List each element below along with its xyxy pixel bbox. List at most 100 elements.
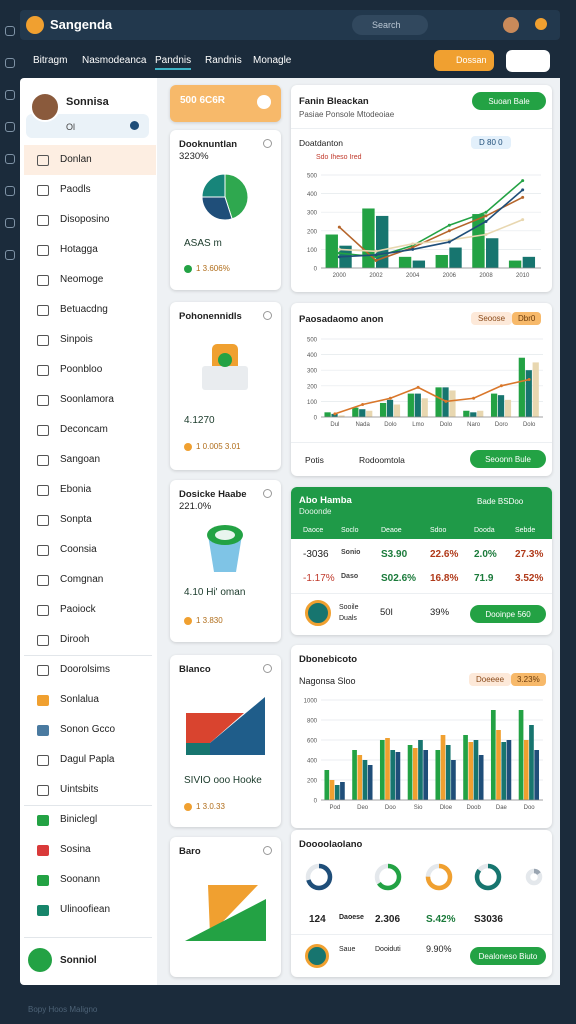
x-tick-label: 2006 xyxy=(443,273,457,279)
x-tick-label: Deo xyxy=(357,805,369,811)
nav-tab[interactable]: Pandnis xyxy=(155,55,192,70)
menu-item[interactable]: Sangoan xyxy=(60,454,101,465)
menu-item[interactable]: Neomoge xyxy=(60,274,104,285)
stat-card: Baro xyxy=(170,837,281,977)
highlight-title: 500 6C6R xyxy=(180,95,226,106)
footer-text: Bopy Hoos Maligno xyxy=(28,1005,98,1014)
line-point xyxy=(337,255,341,259)
rail-icon[interactable] xyxy=(5,58,15,68)
menu-item[interactable]: Soonann xyxy=(60,874,101,885)
nav-tab[interactable]: Monagle xyxy=(253,55,292,66)
line-point xyxy=(337,247,341,251)
logo xyxy=(26,16,44,34)
card-title: Abo Hamba xyxy=(299,495,352,506)
rail-icon[interactable] xyxy=(5,26,15,36)
bar xyxy=(451,760,456,800)
menu-item[interactable]: Sonpta xyxy=(60,514,92,525)
y-tick-label: 400 xyxy=(307,192,318,198)
x-tick-label: 2002 xyxy=(369,273,383,279)
bar xyxy=(463,410,470,417)
card-amount: SIVIO ooo Hooke xyxy=(184,775,262,786)
menu-item[interactable]: Sinpois xyxy=(60,334,93,345)
bar xyxy=(398,256,412,268)
menu-item[interactable]: Disoposino xyxy=(60,214,110,225)
action-button[interactable] xyxy=(434,50,494,71)
menu-item[interactable]: Comgnan xyxy=(60,574,104,585)
x-tick-label: Doro xyxy=(495,422,509,428)
line-point xyxy=(484,233,488,237)
menu-footer[interactable]: Sonniol xyxy=(60,955,97,966)
line-point xyxy=(411,247,415,251)
y-tick-label: 800 xyxy=(307,719,318,725)
menu-item[interactable]: Coonsia xyxy=(60,544,97,555)
card-value: 3230% xyxy=(179,151,209,162)
bar xyxy=(518,357,525,417)
nav-tab[interactable]: Nasmodeanca xyxy=(82,55,147,66)
bar xyxy=(324,770,330,800)
x-tick-label: Dolo xyxy=(440,422,453,428)
x-tick-label: Dolo xyxy=(384,422,397,428)
bar xyxy=(329,780,335,800)
highlight-card: 500 6C6R xyxy=(170,85,281,122)
menu-item[interactable]: Biniclegl xyxy=(60,814,98,825)
card-title: Fanin Bleackan xyxy=(299,96,369,107)
menu-item[interactable]: Sonlalua xyxy=(60,694,99,705)
bar xyxy=(522,256,536,268)
menu-item[interactable]: Sonon Gcco xyxy=(60,724,116,735)
foot-value: 39% xyxy=(430,607,450,618)
rail-icon[interactable] xyxy=(5,90,15,100)
menu-item[interactable]: Uintsbits xyxy=(60,784,99,795)
divider xyxy=(24,937,152,938)
menu-item[interactable]: Dagul Papla xyxy=(60,754,115,765)
button[interactable]: Dealoneso Biuto xyxy=(470,947,546,965)
card-subtitle: Dooonde xyxy=(299,507,332,516)
menu-item[interactable]: Ebonia xyxy=(60,484,92,495)
rail-icon[interactable] xyxy=(5,154,15,164)
menu-icon xyxy=(37,485,49,496)
divider xyxy=(291,593,552,594)
search-box[interactable] xyxy=(352,15,428,35)
y-tick-label: 0 xyxy=(314,416,318,422)
menu-item[interactable]: Soonlamora xyxy=(60,394,114,405)
menu-item[interactable]: Donlan xyxy=(60,154,92,165)
menu-item[interactable]: Ulinoofiean xyxy=(60,904,111,915)
rail-icon[interactable] xyxy=(5,186,15,196)
menu-item[interactable]: Sosina xyxy=(60,844,91,855)
ring-row: 124 xyxy=(309,914,326,925)
button-label: Dossan xyxy=(456,55,487,65)
nav-tab[interactable]: Randnis xyxy=(205,55,242,66)
rail-icon[interactable] xyxy=(5,218,15,228)
account-dropdown[interactable] xyxy=(506,50,550,72)
avatar[interactable] xyxy=(503,17,519,33)
line-point xyxy=(337,251,341,255)
y-tick-label: 500 xyxy=(307,338,318,344)
menu-item[interactable]: Dirooh xyxy=(60,634,90,645)
shape-orange xyxy=(208,885,258,935)
rail-icon[interactable] xyxy=(5,122,15,132)
button[interactable]: Dooinpe 560 xyxy=(470,605,546,623)
bar xyxy=(412,748,418,800)
bar xyxy=(362,760,368,800)
chart xyxy=(305,863,543,891)
x-tick-label: Dloe xyxy=(440,805,453,811)
menu-item[interactable]: Deconcam xyxy=(60,424,108,435)
menu-item[interactable]: Paoiock xyxy=(60,604,96,615)
menu-item[interactable]: Hotagga xyxy=(60,244,98,255)
tag: Doeeee xyxy=(469,673,512,686)
table-cell: 27.3% xyxy=(515,549,544,560)
bar xyxy=(407,393,414,417)
button[interactable]: Seoonn Bule xyxy=(470,450,546,468)
rail-icon[interactable] xyxy=(5,250,15,260)
menu-item[interactable]: Doorolsims xyxy=(60,664,111,675)
menu-item[interactable]: Poonbloo xyxy=(60,364,103,375)
bar xyxy=(379,402,387,417)
foot-label: Duals xyxy=(339,615,357,622)
menu-item[interactable]: Paodls xyxy=(60,184,91,195)
settings-icon[interactable] xyxy=(535,18,547,30)
nav-tab[interactable]: Bitragm xyxy=(33,55,68,66)
button[interactable]: Suoan Bale xyxy=(472,92,546,110)
foot-label: Dooiduti xyxy=(375,946,401,953)
chart: 0 200 400 600 800 1000 Pod Deo Doo Sio Dloe Doob Dae… xyxy=(304,699,543,811)
menu-item[interactable]: Betuacdng xyxy=(60,304,108,315)
bar xyxy=(486,238,499,268)
